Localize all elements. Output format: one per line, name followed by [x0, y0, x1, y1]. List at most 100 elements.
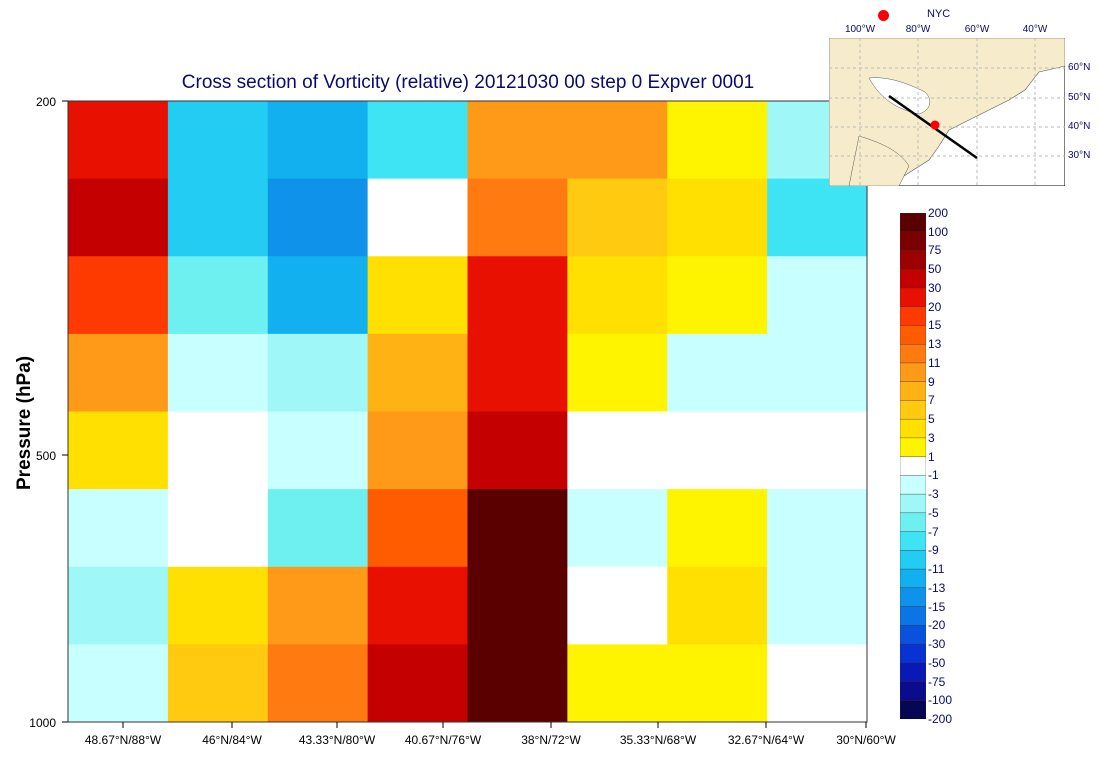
y-tick-label: 1000 — [29, 716, 56, 730]
plot-frame — [67, 100, 868, 723]
legend-swatch — [900, 325, 926, 345]
heatmap-cell — [167, 178, 269, 257]
legend-level-label: 200 — [928, 206, 949, 220]
legend-swatch — [900, 643, 926, 664]
heatmap-cell — [667, 566, 768, 645]
heatmap-cell — [68, 411, 169, 490]
legend-level-label: -5 — [928, 505, 939, 520]
legend-swatch — [900, 512, 926, 533]
heatmap-cell — [167, 333, 269, 412]
legend-swatch — [900, 418, 926, 439]
legend-level-label: -9 — [928, 543, 939, 558]
legend-level-label: 50 — [928, 262, 942, 277]
heatmap-cell — [167, 101, 269, 180]
legend-swatch — [900, 306, 926, 327]
legend-swatch — [900, 625, 926, 645]
heatmap-cell — [667, 411, 768, 490]
heatmap-cell — [667, 489, 768, 568]
heatmap-cell — [68, 566, 169, 645]
legend-level-label: -100 — [928, 693, 953, 708]
heatmap-cell — [167, 411, 269, 490]
heatmap-cell — [467, 256, 568, 335]
heatmap-cell — [567, 644, 668, 723]
heatmap-cell — [267, 644, 369, 723]
heatmap-cell — [367, 256, 468, 335]
legend-swatch — [900, 700, 926, 719]
legend-level-label: 11 — [928, 355, 941, 370]
heatmap-cell — [767, 489, 868, 568]
inset-lat-label: 60°N — [1068, 62, 1091, 73]
x-tick-label: 48.67°N/88°W — [84, 733, 162, 747]
heatmap-cell — [767, 333, 868, 412]
heatmap-cell — [68, 101, 169, 180]
nyc-marker-icon — [878, 10, 889, 21]
legend-level-label: 75 — [928, 243, 942, 258]
heatmap-cell — [667, 256, 768, 335]
heatmap-cell — [68, 256, 169, 335]
legend-level-label: -1 — [928, 468, 939, 483]
legend-level-label: 30 — [928, 280, 942, 295]
legend-swatch — [900, 269, 926, 289]
heatmap-cell — [367, 644, 468, 723]
heatmap-cell — [267, 178, 369, 257]
legend-swatch — [900, 400, 926, 420]
legend-swatch — [900, 531, 926, 552]
legend-swatch — [900, 381, 926, 402]
heatmap-cell — [767, 411, 868, 490]
heatmap-cell — [767, 256, 868, 335]
heatmap-cell — [467, 411, 568, 490]
heatmap-cell — [567, 489, 668, 568]
heatmap-cell — [367, 411, 468, 490]
legend-swatch — [900, 456, 926, 477]
legend-level-label: -15 — [928, 599, 946, 614]
inset-lat-label: 30°N — [1068, 150, 1091, 161]
x-tick-label: 32.67°N/64°W — [727, 733, 805, 747]
inset-lat-label: 50°N — [1068, 92, 1091, 103]
heatmap-cell — [567, 101, 668, 180]
heatmap-cell — [567, 333, 668, 412]
legend-swatch — [900, 475, 926, 495]
heatmap-cell — [467, 644, 568, 723]
legend-level-label: 3 — [928, 430, 935, 445]
x-tick-label: 46°N/84°W — [202, 733, 262, 747]
heatmap-cell — [567, 411, 668, 490]
heatmap-cell — [667, 178, 768, 257]
legend-swatch — [900, 550, 926, 570]
legend-swatch — [900, 343, 926, 364]
heatmap-cell — [667, 101, 768, 180]
inset-lon-label: 60°W — [964, 24, 990, 35]
y-tick-label: 200 — [35, 95, 56, 109]
heatmap-cell — [68, 178, 169, 257]
heatmap-cell — [68, 333, 169, 412]
x-tick-label: 38°N/72°W — [521, 733, 581, 747]
nyc-marker-label: NYC — [927, 8, 951, 20]
heatmap-cell — [767, 178, 868, 257]
heatmap-cell — [367, 566, 468, 645]
legend-level-label: -30 — [928, 637, 946, 652]
heatmap-cell — [667, 644, 768, 723]
legend-level-label: 5 — [928, 412, 935, 427]
color-legend-bar — [900, 213, 926, 719]
legend-level-label: 13 — [928, 337, 942, 352]
x-tick-label: 40.67°N/76°W — [404, 733, 482, 747]
heatmap-cell — [667, 333, 768, 412]
inset-lat-label: 40°N — [1068, 121, 1091, 132]
inset-lon-label: 100°W — [844, 24, 876, 35]
heatmap-cell — [467, 101, 568, 180]
heatmap-cell — [167, 256, 269, 335]
legend-level-label: -20 — [928, 618, 946, 633]
heatmap-cell — [367, 489, 468, 568]
legend-level-label: -3 — [928, 487, 939, 502]
x-tick-label: 35.33°N/68°W — [619, 733, 697, 747]
legend-swatch — [900, 606, 926, 626]
legend-level-label: 1 — [928, 449, 935, 464]
heatmap-cell — [267, 566, 369, 645]
legend-swatch — [900, 362, 926, 383]
legend-swatch — [900, 568, 926, 589]
heatmap-cell — [467, 566, 568, 645]
heatmap-cell — [367, 333, 468, 412]
legend-swatch — [900, 213, 926, 233]
inset-lon-label: 80°W — [905, 24, 931, 35]
legend-level-label: -75 — [928, 674, 946, 689]
